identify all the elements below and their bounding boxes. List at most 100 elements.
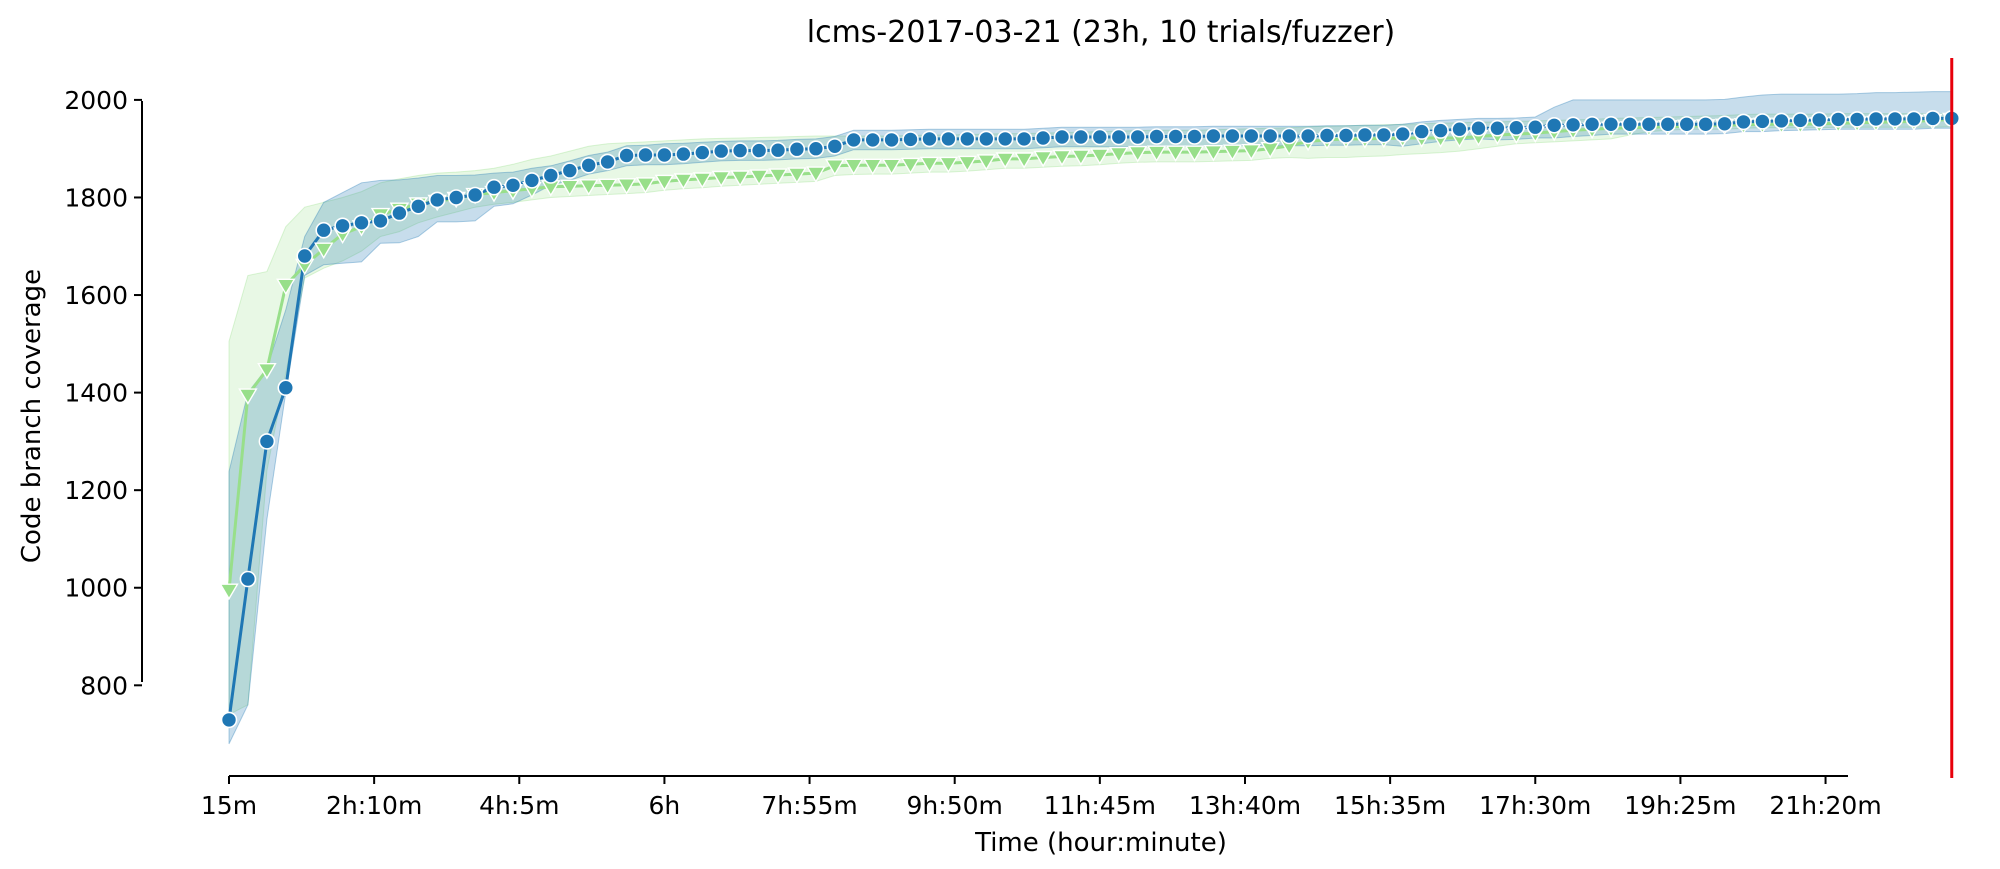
series-1-point [1697, 116, 1714, 133]
x-tick-label: 4h:5m [479, 791, 559, 820]
series-1-point [769, 141, 787, 159]
series-2-point [1165, 145, 1186, 162]
series-2-point [976, 154, 997, 171]
series-2-point [1146, 145, 1167, 162]
series-2-point [957, 155, 978, 173]
x-tick-label: 17h:30m [1479, 791, 1591, 820]
series-2-point [257, 363, 277, 380]
series-1-point [1205, 127, 1222, 145]
series-1-point [1224, 127, 1241, 145]
x-tick-label: 15h:35m [1334, 791, 1446, 820]
series-1-point [1754, 113, 1771, 130]
series-1-point [1432, 122, 1449, 139]
series-1-point [1375, 126, 1393, 144]
series-1-point [1583, 116, 1601, 133]
x-tick-label: 19h:25m [1624, 791, 1736, 820]
series-2-point [635, 177, 656, 194]
series-1-point [1394, 125, 1411, 143]
series-1-point [750, 142, 768, 159]
series-1-point [485, 178, 503, 196]
series-1-point [1243, 127, 1260, 145]
series-1-point [1545, 117, 1563, 134]
series-1-point [561, 162, 579, 179]
series-1-point [447, 189, 465, 206]
series-2-point [730, 170, 750, 187]
series-1-point [693, 144, 711, 161]
series-2-point [654, 174, 675, 192]
series-1-point [1678, 116, 1695, 133]
y-tick-label: 1000 [64, 574, 128, 603]
series-1-point [675, 145, 692, 163]
series-2-point [597, 178, 618, 196]
series-2-point [1109, 146, 1129, 164]
series-1-point [1810, 111, 1828, 129]
series-1-point [940, 130, 957, 148]
series-1-point [1337, 127, 1355, 144]
series-2-point [1222, 144, 1243, 161]
series-2-point [749, 169, 769, 186]
series-1-point [296, 247, 314, 265]
series-2-point [1052, 149, 1072, 167]
series-1-point [958, 130, 976, 148]
x-tick-label: 13h:40m [1189, 791, 1301, 820]
series-2-point [919, 156, 940, 174]
series-2-point [787, 167, 807, 184]
series-1-point [656, 146, 673, 164]
series-1-point [1318, 127, 1336, 144]
series-1-point [1659, 116, 1677, 133]
series-markers [219, 110, 1962, 729]
series-1-point [883, 131, 900, 149]
series-1-point [1053, 128, 1071, 146]
series-1-point [826, 138, 844, 155]
y-tick-label: 2000 [64, 86, 128, 115]
series-1-point [1413, 123, 1430, 140]
series-1-point [1716, 115, 1733, 133]
series-1-point [466, 186, 484, 204]
series-1-point [1792, 112, 1809, 129]
series-1-point [504, 177, 522, 194]
series-1-point [1621, 116, 1639, 133]
series-2-point [1127, 145, 1148, 163]
series-1-point [580, 157, 598, 174]
y-axis-label: Code branch coverage [17, 269, 47, 563]
series-2-point [692, 172, 713, 189]
series-1-point [712, 142, 730, 160]
series-1-point [1261, 127, 1279, 145]
series-1-point [1829, 111, 1847, 128]
series-1-point [1848, 111, 1866, 128]
series-2-point [995, 152, 1015, 169]
series-1-point [1091, 128, 1109, 146]
series-1-point [977, 130, 995, 148]
series-1-point [1280, 127, 1298, 145]
series-1-point [1129, 128, 1146, 146]
series-2-point [1241, 143, 1262, 161]
series-1-point [1867, 110, 1885, 128]
series-1-point [1905, 110, 1923, 128]
series-1-point [277, 379, 295, 397]
series-1-point [428, 191, 446, 209]
series-1-point [220, 711, 238, 729]
chart-title: lcms-2017-03-21 (23h, 10 trials/fuzzer) [807, 15, 1396, 50]
series-1-point [807, 140, 825, 157]
series-1-point [1167, 128, 1184, 145]
series-2-point [825, 159, 845, 176]
series-2-point [881, 158, 902, 176]
series-1-point [1110, 128, 1128, 146]
series-2-point [1090, 148, 1110, 165]
series-1-point [996, 130, 1014, 148]
y-axis-ticks: 800 1000 1200 1400 1600 1800 2000 [64, 86, 142, 700]
series-1-point [1602, 116, 1620, 133]
series-2-point [313, 242, 334, 260]
series-1-point [1564, 116, 1582, 134]
y-tick-label: 1800 [64, 183, 128, 212]
series-1-point [1640, 116, 1658, 133]
series-1-point [1034, 129, 1052, 147]
y-tick-label: 1200 [64, 476, 128, 505]
series-1-point [637, 146, 654, 164]
series-1-point [1299, 127, 1317, 145]
series-1-point [902, 131, 919, 148]
series-1-point [788, 140, 806, 158]
series-1-point [409, 198, 427, 215]
series-1-point [1924, 110, 1942, 127]
